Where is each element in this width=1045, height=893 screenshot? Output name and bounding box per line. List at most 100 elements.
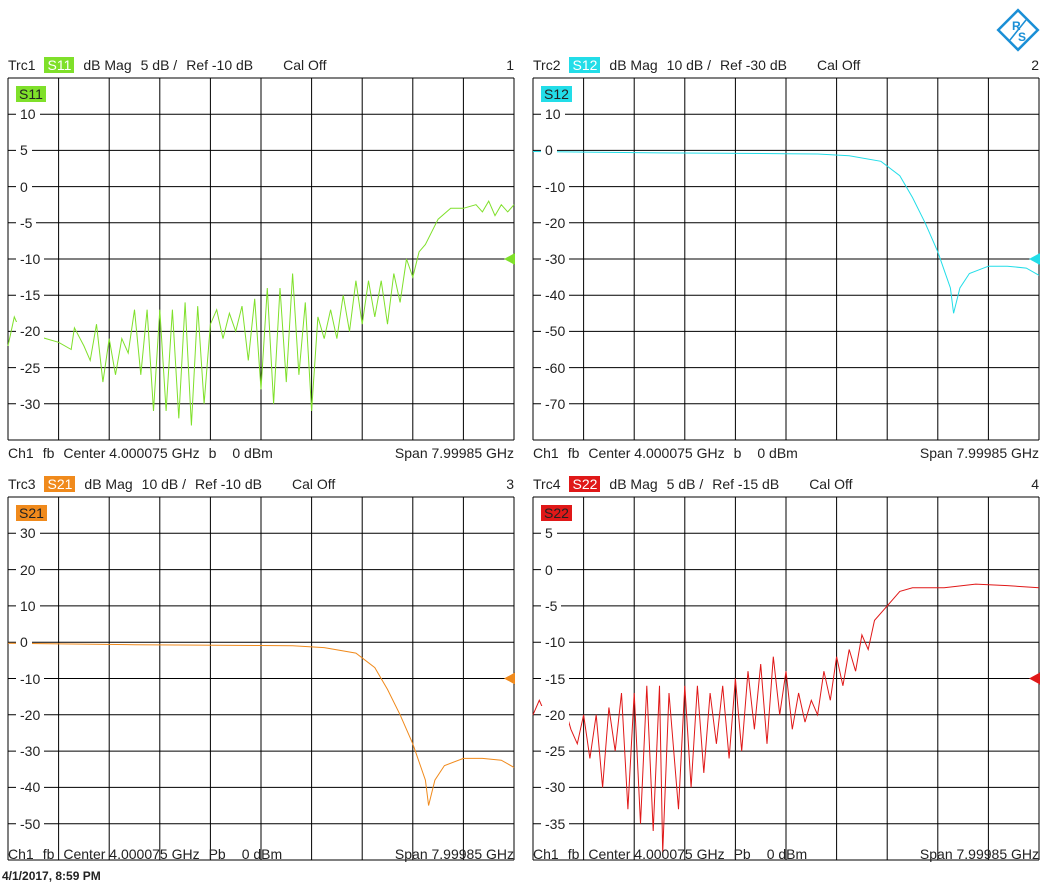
trace-name: Trc4 <box>533 476 561 492</box>
y-tick-label: -20 <box>541 213 570 232</box>
chart-S11 <box>7 77 515 441</box>
trace-label-S12: S12 <box>541 86 572 102</box>
y-tick-label: -20 <box>541 705 570 724</box>
y-tick-label: 0 <box>16 633 32 652</box>
trace-format: dB Mag <box>609 476 658 492</box>
channel-footer-4: Ch1 fb Center 4.000075 GHz Pb 0 dBm Span 7.99… <box>533 845 1039 863</box>
y-tick-label: 0 <box>541 141 557 160</box>
y-tick-label: -20 <box>16 705 45 724</box>
mode-indicator: Pb <box>733 846 751 862</box>
y-tick-label: -30 <box>16 394 45 413</box>
sweep-type: fb <box>42 445 55 461</box>
y-tick-label: -40 <box>541 286 570 305</box>
y-tick-label: -30 <box>16 742 45 761</box>
trace-cal: Cal Off <box>283 57 327 73</box>
trace-header-3[interactable]: Trc3 S21 dB Mag 10 dB / Ref -10 dB Cal Off 3 <box>8 475 514 493</box>
reference-level-marker[interactable] <box>1029 672 1040 685</box>
trace-cal: Cal Off <box>816 57 861 73</box>
trace-cal: Cal Off <box>291 476 336 492</box>
trace-ref: Ref -15 dB <box>712 476 780 492</box>
panel-number: 3 <box>506 476 514 492</box>
sweep-type: fb <box>567 445 580 461</box>
channel-footer-3: Ch1 fb Center 4.000075 GHz Pb 0 dBm Span 7.99… <box>8 845 514 863</box>
trace-scale: 5 dB / <box>666 476 704 492</box>
y-tick-label: -10 <box>16 669 45 688</box>
source-power: 0 dBm <box>232 445 273 461</box>
center-frequency: Center 4.000075 GHz <box>588 445 725 461</box>
trace-name: Trc3 <box>8 476 36 492</box>
trace-param-badge: S22 <box>569 476 601 492</box>
reference-level-marker[interactable] <box>504 253 515 265</box>
mode-indicator: b <box>733 445 742 461</box>
y-tick-label: -5 <box>541 596 562 615</box>
span-frequency: Span 7.99985 GHz <box>919 445 1039 461</box>
y-tick-label: -25 <box>541 742 570 761</box>
y-tick-label: -15 <box>541 669 570 688</box>
mode-indicator: Pb <box>208 846 226 862</box>
trace-format: dB Mag <box>83 57 132 73</box>
source-power: 0 dBm <box>241 846 283 862</box>
trace-S11 <box>7 199 515 426</box>
trace-param-badge: S11 <box>44 57 75 73</box>
trace-header-4[interactable]: Trc4 S22 dB Mag 5 dB / Ref -15 dB Cal Off 4 <box>533 475 1039 493</box>
trace-cal: Cal Off <box>809 476 853 492</box>
chart-S21 <box>7 496 515 861</box>
trace-name: Trc1 <box>8 57 36 73</box>
y-tick-label: 0 <box>541 560 557 579</box>
trace-format: dB Mag <box>84 476 133 492</box>
y-tick-label: 10 <box>16 105 40 124</box>
reference-level-marker[interactable] <box>504 672 515 685</box>
reference-level-marker[interactable] <box>1029 253 1040 265</box>
sweep-type: fb <box>567 846 580 862</box>
trace-header-2[interactable]: Trc2 S12 dB Mag 10 dB / Ref -30 dB Cal Off 2 <box>533 56 1039 74</box>
chart-S12 <box>532 77 1040 441</box>
y-tick-label: -25 <box>16 358 45 377</box>
y-tick-label: 20 <box>16 560 40 579</box>
span-frequency: Span 7.99985 GHz <box>394 445 514 461</box>
y-tick-label: -50 <box>541 322 570 341</box>
y-tick-label: 10 <box>541 105 565 124</box>
chart-S22 <box>532 496 1040 861</box>
span-frequency: Span 7.99985 GHz <box>919 846 1039 862</box>
trace-param-badge: S12 <box>569 57 601 73</box>
trace-format: dB Mag <box>609 57 658 73</box>
y-tick-label: 5 <box>541 524 557 543</box>
y-tick-label: -10 <box>541 177 570 196</box>
y-tick-label: -20 <box>16 322 45 341</box>
svg-text:S: S <box>1018 30 1026 44</box>
y-tick-label: 5 <box>16 141 32 160</box>
y-tick-label: 10 <box>16 596 40 615</box>
mode-indicator: b <box>208 445 217 461</box>
trace-scale: 5 dB / <box>140 57 178 73</box>
trace-label-S22: S22 <box>541 505 572 521</box>
source-power: 0 dBm <box>757 445 798 461</box>
span-frequency: Span 7.99985 GHz <box>394 846 514 862</box>
svg-text:R: R <box>1012 19 1021 33</box>
trace-ref: Ref -10 dB <box>186 57 254 73</box>
channel-footer-2: Ch1 fb Center 4.000075 GHz b 0 dBm Span 7.999… <box>533 444 1039 462</box>
y-tick-label: 0 <box>16 177 32 196</box>
trace-label-S11: S11 <box>16 86 46 102</box>
y-tick-label: -5 <box>16 213 37 232</box>
channel-label: Ch1 <box>533 445 559 461</box>
y-tick-label: -30 <box>541 250 570 268</box>
trace-param-badge: S21 <box>44 476 76 492</box>
panel-number: 2 <box>1031 57 1039 73</box>
trace-S21 <box>7 642 515 806</box>
trace-label-S21: S21 <box>16 505 47 521</box>
y-tick-label: -60 <box>541 358 570 377</box>
y-tick-label: -15 <box>16 286 45 305</box>
trace-ref: Ref -10 dB <box>195 476 262 492</box>
panel-number: 4 <box>1031 476 1039 492</box>
panel-number: 1 <box>506 57 514 73</box>
trace-S22 <box>532 583 1040 853</box>
trace-S12 <box>532 151 1040 314</box>
channel-footer-1: Ch1 fb Center 4.000075 GHz b 0 dBm Span 7.999… <box>8 444 514 462</box>
rohde-schwarz-logo: R S <box>996 8 1040 52</box>
y-tick-label: -35 <box>541 814 570 833</box>
channel-label: Ch1 <box>533 846 559 862</box>
trace-header-1[interactable]: Trc1 S11 dB Mag 5 dB / Ref -10 dB Cal Off 1 <box>8 56 514 74</box>
center-frequency: Center 4.000075 GHz <box>588 846 725 862</box>
y-tick-label: -30 <box>541 778 570 797</box>
